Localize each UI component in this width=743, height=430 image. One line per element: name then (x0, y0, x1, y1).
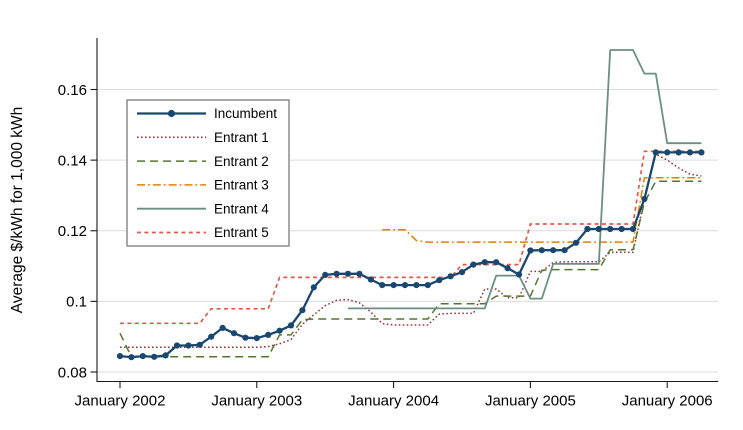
data-point-marker (686, 149, 694, 156)
data-point-marker (470, 261, 477, 268)
data-point-marker (173, 342, 181, 349)
data-point-marker (253, 335, 260, 342)
legend-marker-dot (167, 109, 176, 118)
series-lines (116, 49, 705, 361)
data-point-marker (561, 247, 568, 254)
x-tick-label: January 2005 (485, 393, 576, 410)
data-point-marker (128, 354, 135, 361)
legend-entry-incumbent: Incumbent (137, 106, 277, 121)
data-point-marker (299, 307, 306, 314)
data-point-marker (618, 225, 625, 233)
series-line-entrant-1 (120, 153, 702, 349)
legend-box (126, 99, 290, 247)
legend-label: Entrant 5 (214, 225, 269, 240)
legend-entry-entrant-3: Entrant 3 (137, 178, 269, 193)
data-point-marker (151, 353, 158, 360)
y-tick-label: 0.1 (66, 294, 87, 311)
legend-entry-entrant-4: Entrant 4 (137, 201, 269, 216)
data-point-marker (527, 247, 534, 254)
data-point-marker (208, 333, 215, 340)
legend-label: Entrant 3 (214, 178, 269, 193)
x-tick-label: January 2002 (75, 393, 166, 410)
data-point-marker (504, 265, 511, 272)
series-line-entrant-4 (348, 49, 702, 310)
data-point-marker (333, 270, 340, 277)
data-point-marker (515, 271, 523, 278)
data-point-marker (116, 353, 124, 360)
data-point-marker (550, 247, 557, 254)
legend-entry-entrant-5: Entrant 5 (137, 225, 269, 240)
data-point-marker (675, 149, 682, 156)
y-tick-label: 0.14 (58, 152, 87, 169)
x-tick-label: January 2006 (622, 393, 713, 410)
data-point-marker (595, 225, 602, 233)
legend-label: Entrant 4 (214, 201, 269, 216)
legend-label: Entrant 1 (214, 130, 269, 145)
data-point-marker (219, 324, 226, 331)
data-point-marker (458, 269, 466, 276)
x-tick-label: January 2004 (348, 393, 439, 410)
y-axis-ticks: 0.08 0.1 0.12 0.14 0.16 (58, 82, 97, 381)
series-markers-incumbent (116, 149, 705, 361)
data-point-marker (196, 341, 203, 348)
data-point-marker (584, 225, 591, 233)
data-point-marker (276, 327, 283, 334)
data-point-marker (424, 282, 431, 289)
data-point-marker (401, 282, 409, 289)
data-point-marker (344, 270, 352, 277)
series-line-entrant-3 (382, 177, 702, 243)
data-point-marker (572, 239, 580, 246)
axis-lines (96, 38, 718, 383)
series-line-incumbent (119, 151, 702, 359)
data-point-marker (310, 284, 317, 291)
data-point-marker (641, 195, 648, 203)
x-tick-label: January 2003 (211, 393, 302, 410)
y-axis-title: Average $/kWh for 1,000 kWh (9, 107, 26, 313)
data-point-marker (367, 276, 374, 283)
data-point-marker (493, 259, 500, 266)
data-point-marker (607, 225, 614, 233)
data-point-marker (664, 149, 671, 156)
data-point-marker (322, 271, 329, 278)
data-point-marker (242, 334, 249, 341)
legend: Incumbent Entrant 1 Entrant 2 Entrant 3 Entr… (126, 99, 290, 247)
data-point-marker (390, 282, 397, 289)
data-point-marker (162, 352, 169, 359)
series-line-entrant-2 (119, 180, 702, 358)
data-point-marker (436, 277, 443, 284)
data-point-marker (287, 322, 295, 329)
data-point-marker (185, 342, 192, 349)
y-tick-label: 0.12 (58, 223, 87, 240)
data-point-marker (698, 149, 705, 156)
data-point-marker (538, 247, 545, 254)
data-point-marker (447, 273, 454, 280)
y-tick-label: 0.08 (58, 364, 87, 381)
data-point-marker (139, 353, 146, 360)
data-point-marker (481, 259, 488, 266)
legend-label: Entrant 2 (214, 154, 269, 169)
data-point-marker (629, 225, 637, 233)
y-tick-label: 0.16 (58, 82, 87, 99)
data-point-marker (356, 270, 363, 277)
data-point-marker (265, 331, 272, 338)
data-point-marker (379, 282, 386, 289)
data-point-marker (413, 282, 420, 289)
data-point-marker (652, 149, 659, 156)
legend-entry-entrant-2: Entrant 2 (137, 154, 269, 169)
x-axis-ticks: January 2002 January 2003 January 2004 Janu… (75, 381, 713, 410)
legend-entry-entrant-1: Entrant 1 (137, 130, 269, 145)
series-line-entrant-5 (120, 150, 702, 325)
data-point-marker (230, 330, 238, 337)
legend-label: Incumbent (214, 106, 277, 121)
